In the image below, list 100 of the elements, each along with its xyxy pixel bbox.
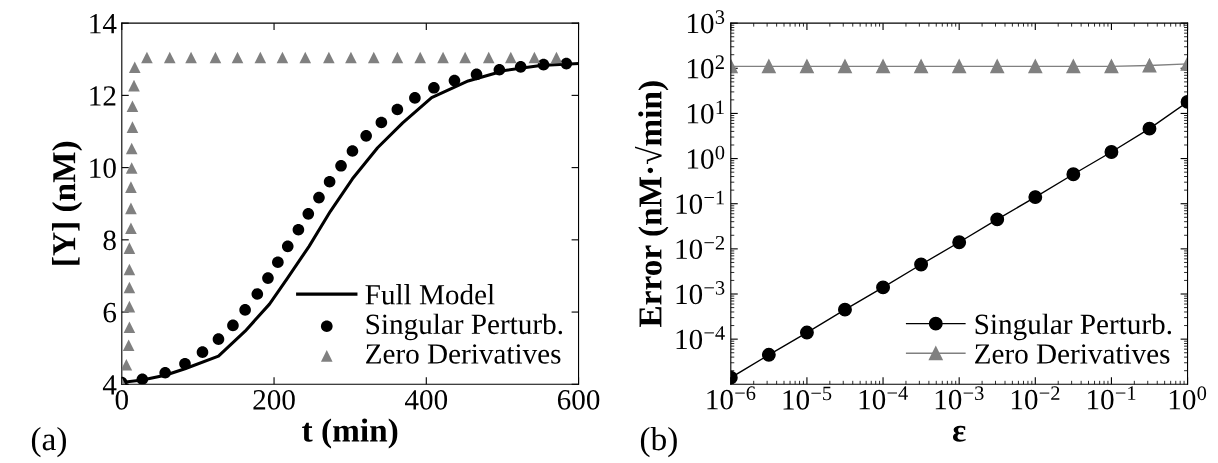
point bbox=[470, 68, 483, 81]
point bbox=[292, 223, 305, 236]
point bbox=[302, 208, 315, 220]
y-tick-label: 8 bbox=[103, 230, 116, 251]
point bbox=[323, 175, 336, 188]
y-axis-title: Error (nM·√min) bbox=[635, 81, 669, 327]
point bbox=[125, 202, 137, 215]
point bbox=[123, 281, 136, 294]
point bbox=[345, 51, 357, 64]
y-tick-label: 14 bbox=[90, 14, 117, 34]
point bbox=[163, 51, 176, 64]
legend-label: Singular Perturb. bbox=[975, 313, 1172, 341]
point bbox=[482, 51, 495, 64]
x-tick-label: 10$^{−6}$ bbox=[707, 386, 756, 410]
point bbox=[504, 51, 517, 64]
x-tick-label: 10$^{−4}$ bbox=[859, 386, 908, 410]
point bbox=[179, 357, 191, 370]
point bbox=[459, 51, 471, 64]
point bbox=[335, 159, 347, 172]
point bbox=[313, 191, 325, 204]
point bbox=[346, 145, 359, 157]
point bbox=[391, 51, 404, 64]
point bbox=[360, 130, 372, 142]
point bbox=[990, 59, 1005, 74]
y-tick-label: 10$^{−4}$ bbox=[676, 326, 725, 350]
point bbox=[262, 272, 274, 284]
point bbox=[231, 51, 244, 64]
point bbox=[1104, 145, 1119, 159]
point bbox=[391, 103, 404, 116]
legend-label: Zero Derivatives bbox=[975, 344, 1170, 364]
point bbox=[409, 92, 421, 104]
point bbox=[281, 240, 294, 253]
x-tick-label: 10$^{−3}$ bbox=[935, 386, 984, 410]
point bbox=[136, 373, 149, 385]
point bbox=[876, 59, 890, 74]
point bbox=[126, 100, 139, 113]
point bbox=[212, 333, 225, 345]
point bbox=[799, 325, 814, 340]
point bbox=[128, 61, 141, 74]
x-tick-label: 10$^{−5}$ bbox=[783, 386, 832, 410]
point bbox=[550, 51, 563, 64]
y-tick-label: 10$^{3}$ bbox=[687, 10, 725, 34]
point bbox=[838, 302, 852, 317]
point bbox=[914, 257, 929, 272]
point bbox=[1142, 58, 1157, 73]
legend-label: Singular Perturb. bbox=[366, 313, 563, 341]
point bbox=[367, 51, 380, 64]
point bbox=[125, 162, 138, 174]
x-tick-label: 400 bbox=[404, 389, 448, 410]
point bbox=[1142, 121, 1157, 136]
x-axis-title: ε bbox=[952, 425, 966, 442]
point bbox=[209, 51, 222, 64]
point bbox=[1104, 59, 1119, 74]
y-tick-label: 12 bbox=[90, 86, 116, 106]
point bbox=[299, 51, 312, 64]
point bbox=[125, 181, 137, 193]
point bbox=[123, 300, 136, 313]
y-tick-label: 10$^{2}$ bbox=[687, 55, 724, 79]
point bbox=[1028, 190, 1043, 205]
point bbox=[990, 212, 1005, 227]
y-tick-label: 10$^{−2}$ bbox=[676, 235, 725, 260]
point bbox=[125, 142, 138, 155]
point bbox=[1066, 167, 1081, 182]
x-tick-label: 0 bbox=[115, 389, 128, 410]
x-tick-label: 200 bbox=[253, 389, 295, 410]
y-tick-label: 10$^{1}$ bbox=[687, 100, 724, 124]
y-tick-label: 10$^{−1}$ bbox=[676, 190, 724, 214]
point bbox=[239, 304, 251, 316]
point bbox=[952, 59, 967, 74]
point bbox=[876, 280, 890, 295]
y-tick-label: 10 bbox=[90, 158, 116, 179]
x-tick-label: 10$^{−2}$ bbox=[1011, 386, 1060, 410]
point bbox=[159, 366, 171, 379]
point bbox=[276, 51, 289, 64]
point bbox=[761, 59, 776, 74]
point bbox=[952, 235, 967, 250]
point bbox=[914, 59, 929, 74]
x-axis-title: t (min) bbox=[302, 418, 398, 449]
x-tick-label: 600 bbox=[557, 389, 600, 410]
y-tick-label: 10$^{0}$ bbox=[687, 145, 725, 169]
point bbox=[196, 346, 209, 358]
point bbox=[323, 51, 335, 64]
point bbox=[126, 121, 139, 133]
point bbox=[121, 358, 133, 371]
legend-label: Zero Derivatives bbox=[366, 344, 561, 364]
point bbox=[125, 222, 137, 235]
y-tick-label: 10$^{−3}$ bbox=[676, 281, 725, 305]
point bbox=[1066, 59, 1081, 74]
y-tick-label: 6 bbox=[103, 302, 117, 323]
point bbox=[414, 51, 427, 64]
point bbox=[493, 63, 506, 76]
y-tick-label: 4 bbox=[102, 375, 117, 395]
point bbox=[141, 51, 153, 64]
point bbox=[528, 51, 541, 64]
point bbox=[838, 59, 852, 74]
point bbox=[428, 81, 440, 94]
point bbox=[272, 256, 284, 269]
text: (a) bbox=[31, 426, 66, 458]
y-axis-title: [Y] (nM) bbox=[51, 141, 83, 265]
text: (b) bbox=[640, 426, 677, 458]
